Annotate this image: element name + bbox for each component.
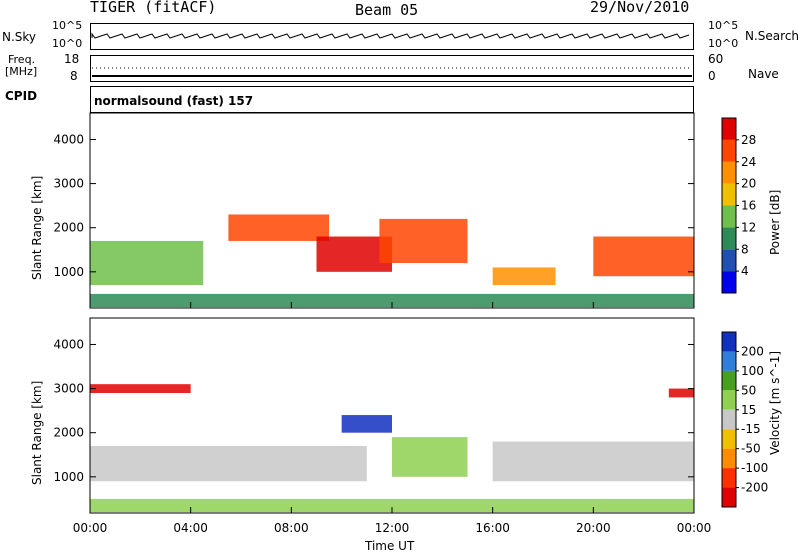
power-colorbar-label-0: 28: [741, 133, 756, 147]
velocity-ytick-label-3: 1000: [53, 470, 84, 484]
nsky-trace: [91, 32, 690, 39]
freq-tick-top: 18: [64, 52, 80, 66]
velocity-band-4: [392, 437, 468, 477]
velocity-colorbar-label-5: -50: [741, 442, 761, 456]
velocity-band-0: [90, 498, 694, 513]
velocity-colorbar-frame: [721, 331, 737, 508]
power-ytick-label-0: 4000: [53, 132, 84, 146]
cpid-panel: [90, 86, 694, 113]
power-colorbar-swatch-6: [722, 139, 736, 162]
power-band-5: [492, 267, 556, 286]
velocity-colorbar-label-4: -15: [741, 422, 761, 436]
nsky-label: N.Sky: [2, 30, 37, 44]
nsearch-tick-top: 10^5: [708, 19, 739, 32]
xtick-label-5: 20:00: [576, 521, 611, 535]
power-colorbar-label-2: 20: [741, 177, 756, 191]
beam-title: Beam 05: [355, 1, 419, 19]
velocity-ytick-label-0: 4000: [53, 337, 84, 351]
velocity-colorbar-label-3: 15: [741, 403, 756, 417]
nave-tick-bottom: 0: [708, 69, 716, 83]
velocity-band-5: [492, 441, 694, 482]
velocity-colorbar-swatch-7: [722, 468, 736, 488]
velocity-colorbar-label-2: 50: [741, 383, 756, 397]
power-ytick-label-2: 2000: [53, 221, 84, 235]
velocity-colorbar-swatch-3: [722, 390, 736, 410]
xtick-label-3: 12:00: [375, 521, 410, 535]
velocity-colorbar-swatch-4: [722, 409, 736, 430]
date-title: 29/Nov/2010: [590, 0, 690, 16]
power-band-1: [90, 240, 204, 286]
xtick-label-6: 00:00: [677, 521, 712, 535]
velocity-colorbar-swatch-8: [722, 487, 736, 507]
velocity-colorbar-label-1: 100: [741, 364, 764, 378]
power-colorbar-swatch-2: [722, 227, 736, 250]
velocity-ytick-label-2: 2000: [53, 426, 84, 440]
power-colorbar-label-5: 8: [741, 242, 749, 256]
velocity-colorbar-label-0: 200: [741, 344, 764, 358]
power-colorbar-label-6: 4: [741, 264, 749, 278]
velocity-colorbar-label-6: -100: [741, 461, 768, 475]
power-colorbar-swatch-0: [722, 271, 736, 293]
freq-unit: [MHz]: [5, 65, 38, 78]
power-band-4: [379, 218, 468, 263]
velocity-band-6: [668, 388, 694, 398]
power-colorbar-label-3: 16: [741, 199, 756, 213]
power-ytick-label-3: 1000: [53, 265, 84, 279]
cpid-value: normalsound (fast) 157: [94, 94, 254, 108]
power-colorbar-label-1: 24: [741, 155, 756, 169]
nave-tick-top: 60: [708, 52, 724, 66]
xtick-label-1: 04:00: [173, 521, 208, 535]
velocity-colorbar-swatch-0: [722, 332, 736, 352]
power-colorbar-swatch-7: [722, 118, 736, 140]
power-colorbar-swatch-4: [722, 183, 736, 206]
power-band-0: [90, 293, 694, 308]
velocity-band-2: [90, 445, 367, 482]
xtick-label-0: 00:00: [73, 521, 108, 535]
power-colorbar-swatch-3: [722, 205, 736, 228]
freq-label: Freq.: [8, 53, 36, 66]
power-colorbar-swatch-5: [722, 161, 736, 184]
velocity-band-3: [341, 415, 392, 433]
power-band-6: [593, 236, 694, 277]
xtick-label-4: 16:00: [475, 521, 510, 535]
nsky-tick-bottom: 10^0: [52, 37, 83, 50]
nsearch-label: N.Search: [745, 29, 800, 43]
velocity-band-1: [90, 384, 191, 393]
radar-title: TIGER (fitACF): [90, 0, 217, 16]
velocity-colorbar-label-7: -200: [741, 481, 768, 495]
velocity-colorbar-swatch-6: [722, 448, 736, 469]
nsky-tick-top: 10^5: [52, 19, 83, 32]
nsearch-tick-bottom: 10^0: [708, 37, 739, 50]
velocity-colorbar-swatch-1: [722, 351, 736, 371]
nave-label: Nave: [748, 67, 779, 81]
power-colorbar-swatch-1: [722, 249, 736, 272]
velocity-colorbar-swatch-2: [722, 370, 736, 391]
cpid-label: CPID: [5, 89, 38, 103]
power-band-2: [228, 214, 330, 241]
power-colorbar-label-4: 12: [741, 220, 756, 234]
velocity-ytick-label-1: 3000: [53, 382, 84, 396]
xtick-label-2: 08:00: [274, 521, 309, 535]
xaxis-label: Time UT: [365, 539, 415, 553]
freq-tick-bottom: 8: [70, 69, 78, 83]
power-ytick-label-1: 3000: [53, 177, 84, 191]
velocity-colorbar-swatch-5: [722, 429, 736, 449]
